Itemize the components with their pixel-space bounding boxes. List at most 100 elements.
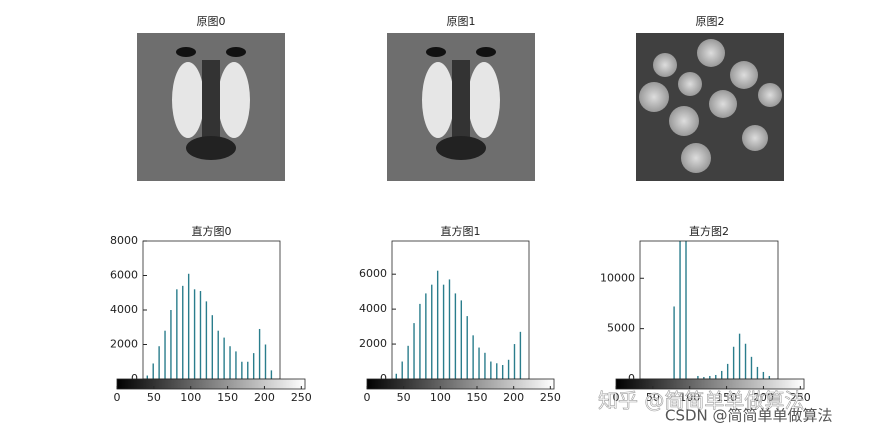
bar bbox=[673, 306, 675, 379]
y-tick-label: 6000 bbox=[110, 269, 138, 282]
bar bbox=[519, 331, 522, 379]
bar bbox=[193, 289, 196, 379]
bar bbox=[501, 365, 504, 379]
bar bbox=[679, 241, 681, 379]
colorbar-tick-label: 200 bbox=[254, 391, 275, 404]
y-tick-label: 8000 bbox=[110, 234, 138, 247]
bar bbox=[507, 359, 510, 379]
bar bbox=[187, 273, 190, 379]
axes-box bbox=[639, 240, 779, 380]
y-tick-label: 5000 bbox=[607, 322, 635, 335]
bar bbox=[460, 300, 463, 379]
watermark: CSDN @简简单单做算法 bbox=[665, 407, 833, 425]
bar bbox=[401, 361, 403, 379]
colorbar bbox=[366, 378, 555, 390]
bars bbox=[395, 270, 522, 379]
bar bbox=[697, 375, 699, 379]
bar bbox=[738, 333, 741, 379]
bar bbox=[199, 291, 202, 379]
colorbar-tick-label: 50 bbox=[646, 391, 660, 404]
bar bbox=[750, 356, 753, 379]
bar bbox=[448, 279, 451, 379]
y-tick-label: 4000 bbox=[110, 303, 138, 316]
bars bbox=[146, 273, 273, 379]
bar bbox=[235, 351, 237, 379]
bar bbox=[425, 293, 427, 379]
colorbar-tick-label: 250 bbox=[790, 391, 811, 404]
bar bbox=[241, 361, 243, 379]
colorbar-tick-label: 0 bbox=[613, 391, 620, 404]
bar bbox=[229, 346, 231, 379]
bar bbox=[258, 328, 261, 379]
image-title: 原图2 bbox=[696, 15, 725, 28]
bar bbox=[756, 366, 759, 379]
y-tick-label: 4000 bbox=[359, 302, 387, 315]
bar bbox=[442, 284, 445, 379]
bar bbox=[205, 301, 208, 379]
bars bbox=[673, 241, 771, 379]
bar bbox=[484, 352, 486, 379]
bar bbox=[490, 361, 492, 379]
bar bbox=[217, 330, 219, 379]
colorbar-tick-label: 0 bbox=[364, 391, 371, 404]
colorbar-tick-label: 250 bbox=[291, 391, 312, 404]
bar bbox=[703, 376, 705, 379]
y-tick-label: 0 bbox=[131, 372, 138, 385]
y-tick-label: 0 bbox=[628, 372, 635, 385]
bar bbox=[223, 337, 225, 379]
bar bbox=[513, 344, 516, 379]
bar bbox=[252, 353, 255, 379]
bar bbox=[419, 303, 421, 379]
colorbar-tick-label: 250 bbox=[540, 391, 561, 404]
colorbar-tick-label: 150 bbox=[467, 391, 488, 404]
colorbar bbox=[615, 378, 805, 390]
colorbar-tick-label: 0 bbox=[114, 391, 121, 404]
bar bbox=[454, 293, 457, 379]
bar bbox=[726, 363, 729, 379]
bar bbox=[436, 270, 439, 379]
bar bbox=[732, 346, 735, 379]
bar bbox=[472, 335, 474, 379]
bar bbox=[431, 284, 433, 379]
bar bbox=[146, 375, 148, 379]
colorbar-tick-label: 50 bbox=[147, 391, 161, 404]
bar bbox=[478, 347, 480, 379]
colorbar-tick-label: 100 bbox=[180, 391, 201, 404]
colorbar-tick-label: 50 bbox=[397, 391, 411, 404]
bar bbox=[176, 289, 178, 379]
colorbar-tick-label: 150 bbox=[716, 391, 737, 404]
bar bbox=[496, 363, 498, 379]
image-title: 原图1 bbox=[447, 15, 476, 28]
colorbar bbox=[116, 378, 306, 390]
bar bbox=[413, 323, 415, 379]
colorbar-tick-label: 100 bbox=[430, 391, 451, 404]
y-tick-label: 6000 bbox=[359, 267, 387, 280]
coins-image bbox=[636, 33, 784, 181]
bar bbox=[170, 310, 172, 379]
bar bbox=[709, 375, 711, 379]
bar bbox=[407, 345, 409, 379]
bar bbox=[768, 375, 771, 379]
watermark: 知乎 @简简单单做算法 bbox=[598, 389, 804, 413]
bar bbox=[247, 361, 249, 379]
axes-box bbox=[391, 240, 530, 380]
bar bbox=[715, 374, 717, 379]
colorbar-tick-label: 150 bbox=[217, 391, 238, 404]
image-title: 原图0 bbox=[197, 15, 226, 28]
y-tick-label: 0 bbox=[380, 372, 387, 385]
y-tick-label: 2000 bbox=[359, 337, 387, 350]
bar bbox=[264, 344, 267, 379]
chart-title: 直方图2 bbox=[689, 224, 729, 238]
y-tick-label: 2000 bbox=[110, 338, 138, 351]
colorbar-tick-label: 200 bbox=[753, 391, 774, 404]
bar bbox=[211, 315, 214, 379]
bar bbox=[152, 363, 154, 379]
bar bbox=[270, 370, 273, 379]
colorbar-tick-label: 200 bbox=[503, 391, 524, 404]
baboon-image bbox=[387, 33, 535, 181]
bar bbox=[182, 285, 184, 379]
bar bbox=[744, 343, 747, 379]
bar bbox=[762, 371, 765, 379]
bar bbox=[158, 346, 160, 379]
